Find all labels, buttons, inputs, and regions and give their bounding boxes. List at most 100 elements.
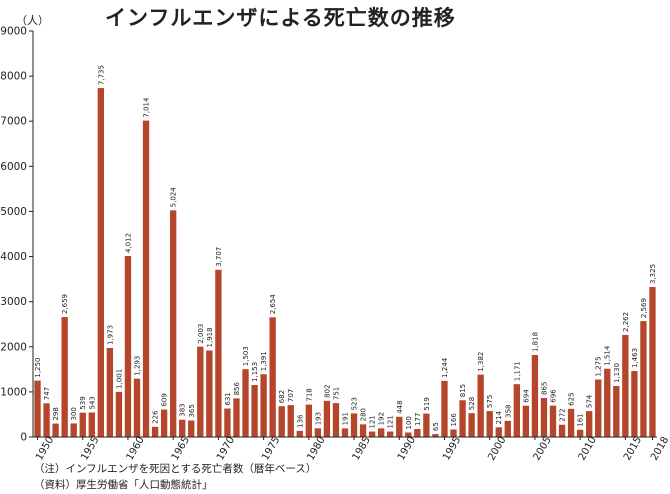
data-label-1954: 300 bbox=[70, 407, 78, 420]
bar-1980 bbox=[305, 404, 312, 437]
data-label-1975: 1,391 bbox=[260, 351, 268, 371]
bar-2015 bbox=[622, 334, 629, 437]
bar-1965 bbox=[170, 210, 177, 437]
data-label-1973: 1,503 bbox=[242, 346, 250, 366]
data-label-1964: 609 bbox=[161, 393, 169, 406]
data-label-1963: 226 bbox=[152, 410, 160, 424]
y-tick-label: 0 bbox=[20, 432, 27, 444]
note-source: （資料）厚生労働省「人口動態統計」 bbox=[34, 479, 213, 491]
y-tick-label: 8000 bbox=[0, 71, 27, 83]
y-axis-unit-label: （人） bbox=[16, 14, 49, 27]
bar-1952 bbox=[52, 423, 59, 437]
bar-1966 bbox=[179, 419, 186, 437]
bar-2017 bbox=[640, 321, 647, 437]
bar-2016 bbox=[631, 371, 638, 437]
bar-1985 bbox=[350, 413, 358, 437]
bar-1998 bbox=[468, 413, 475, 437]
data-label-2008: 272 bbox=[559, 408, 567, 421]
bar-2000 bbox=[486, 411, 493, 437]
bar-2006 bbox=[540, 397, 548, 437]
data-label-1982: 802 bbox=[323, 384, 331, 397]
data-label-1981: 193 bbox=[314, 412, 322, 425]
data-label-1993: 519 bbox=[423, 397, 431, 410]
data-label-1987: 121 bbox=[369, 415, 377, 428]
bar-1956 bbox=[88, 412, 95, 437]
data-label-2001: 214 bbox=[495, 410, 503, 424]
data-label-1958: 1,973 bbox=[106, 325, 114, 345]
bar-2009 bbox=[567, 408, 575, 437]
y-tick-label: 6000 bbox=[0, 161, 27, 173]
bar-1990 bbox=[396, 416, 403, 437]
bar-2001 bbox=[495, 427, 502, 437]
data-label-1952: 298 bbox=[52, 407, 60, 420]
bar-1999 bbox=[477, 374, 484, 437]
bar-1992 bbox=[414, 429, 421, 437]
bar-1995 bbox=[441, 380, 448, 437]
y-tick-label: 9000 bbox=[0, 26, 27, 38]
bar-1963 bbox=[151, 426, 159, 437]
data-label-1990: 448 bbox=[396, 400, 404, 413]
bar-1959 bbox=[115, 391, 123, 437]
data-label-2010: 161 bbox=[577, 413, 585, 426]
data-label-1965: 5,024 bbox=[170, 187, 178, 208]
data-label-1959: 1,001 bbox=[115, 369, 123, 389]
data-label-1957: 7,735 bbox=[97, 65, 105, 85]
data-label-1976: 2,654 bbox=[269, 294, 277, 315]
bar-1968 bbox=[197, 346, 204, 437]
bar-1977 bbox=[278, 406, 285, 437]
data-label-2015: 2,262 bbox=[622, 312, 630, 332]
bar-2008 bbox=[558, 424, 566, 437]
bar-2002 bbox=[504, 420, 511, 437]
bar-1978 bbox=[287, 405, 294, 437]
bar-1967 bbox=[188, 420, 195, 437]
data-label-1966: 383 bbox=[179, 403, 187, 416]
data-label-1962: 7,014 bbox=[143, 97, 151, 118]
bar-1970 bbox=[215, 269, 222, 437]
bar-2004 bbox=[522, 405, 530, 437]
bar-1986 bbox=[359, 424, 367, 437]
bar-1988 bbox=[378, 428, 385, 437]
data-label-1951: 747 bbox=[43, 387, 51, 400]
y-tick-label: 1000 bbox=[0, 386, 27, 398]
bar-1951 bbox=[43, 403, 50, 437]
data-label-2017: 2,569 bbox=[640, 298, 648, 318]
bar-1957 bbox=[97, 88, 104, 437]
bar-2010 bbox=[576, 429, 584, 437]
bar-1964 bbox=[160, 409, 168, 437]
y-tick-label: 3000 bbox=[0, 296, 27, 308]
data-label-1950: 1,250 bbox=[34, 358, 42, 378]
bar-2012 bbox=[595, 379, 602, 437]
data-label-1968: 2,003 bbox=[197, 324, 205, 344]
data-label-2009: 625 bbox=[568, 392, 576, 405]
data-label-1985: 523 bbox=[351, 397, 359, 410]
bar-1982 bbox=[323, 400, 331, 437]
bar-1976 bbox=[269, 317, 276, 437]
bar-2018 bbox=[649, 287, 656, 437]
y-tick-label: 7000 bbox=[0, 116, 27, 128]
bar-2003 bbox=[513, 384, 520, 437]
y-tick-label: 4000 bbox=[0, 251, 27, 263]
data-label-1978: 707 bbox=[287, 389, 295, 402]
bar-1997 bbox=[459, 400, 466, 437]
bar-1984 bbox=[341, 428, 349, 437]
bar-1960 bbox=[124, 256, 132, 437]
bar-1953 bbox=[61, 317, 68, 437]
data-label-1971: 631 bbox=[224, 392, 232, 405]
bar-1950 bbox=[34, 380, 41, 437]
bar-1954 bbox=[70, 423, 77, 437]
bar-1971 bbox=[224, 408, 231, 437]
data-label-1970: 3,707 bbox=[215, 247, 223, 267]
bar-1996 bbox=[450, 429, 457, 437]
data-label-2002: 358 bbox=[504, 404, 512, 417]
data-label-2007: 696 bbox=[550, 389, 558, 403]
data-label-1980: 718 bbox=[305, 388, 313, 401]
data-label-1996: 166 bbox=[450, 413, 458, 427]
data-label-1998: 528 bbox=[468, 397, 476, 410]
data-label-1967: 365 bbox=[188, 404, 196, 417]
data-label-1955: 539 bbox=[79, 396, 87, 409]
data-label-1995: 1,244 bbox=[441, 357, 449, 378]
data-label-1983: 751 bbox=[332, 387, 340, 400]
bar-1973 bbox=[242, 369, 249, 437]
bar-1975 bbox=[260, 374, 267, 437]
